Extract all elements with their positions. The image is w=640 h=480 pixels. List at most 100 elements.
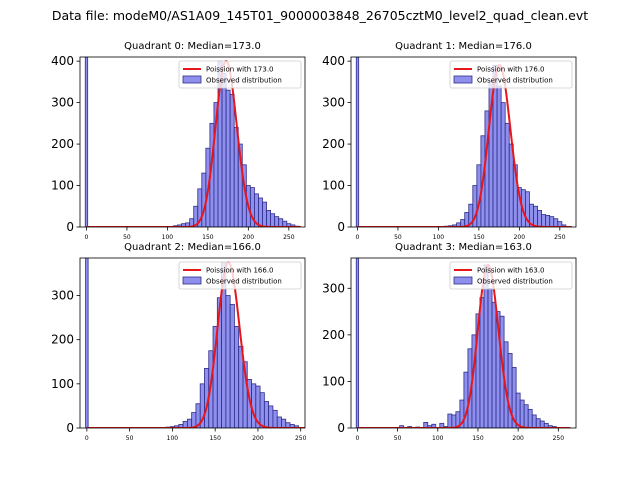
legend-label-poisson: Poission with 163.0	[477, 267, 545, 275]
y-tick-label: 100	[51, 377, 74, 391]
quadrant-1-panel: 0 50 100 150 200 250 0 100 200 300 400 Quadrant 1: …	[322, 41, 577, 241]
legend-patch-swatch	[182, 75, 202, 84]
histogram-bar	[539, 420, 545, 428]
histogram-bar	[191, 412, 197, 428]
quadrant-2-panel: 0 50 100 150 200 250 0 100 200 300 Quadrant 2: Med…	[51, 242, 307, 442]
axes-frame	[79, 257, 306, 429]
panel-title: Quadrant 2: Median=166.0	[124, 242, 261, 253]
legend-patch-swatch	[453, 75, 473, 84]
histogram-bar	[201, 172, 207, 227]
x-tick-label: 150	[202, 234, 214, 241]
histogram-bar	[519, 399, 525, 428]
histogram-bar	[229, 303, 235, 428]
histogram-bar	[487, 287, 493, 428]
legend-box	[178, 60, 302, 89]
quadrant-3-panel: 0 50 100 150 200 250 0 100 200 300 Quadrant 3: Med…	[322, 242, 577, 442]
x-tick-label: 0	[85, 234, 89, 241]
y-tick-label: 400	[51, 54, 74, 68]
legend-label-observed: Observed distribution	[477, 278, 553, 286]
x-tick-label: 0	[85, 435, 89, 442]
histogram-bar	[523, 404, 529, 428]
y-tick-label: 200	[51, 137, 74, 151]
x-tick-label: 250	[295, 435, 307, 442]
x-tick-label: 150	[209, 435, 221, 442]
y-tick-label: 200	[322, 328, 345, 342]
histogram-bar	[535, 418, 541, 428]
histogram-bar	[355, 57, 360, 227]
legend-label-observed: Observed distribution	[477, 77, 553, 85]
y-tick-label: 300	[51, 289, 74, 303]
y-tick-label: 0	[337, 220, 345, 234]
histogram-bar	[549, 216, 555, 227]
y-tick-label: 200	[322, 137, 345, 151]
y-tick-label: 0	[337, 421, 345, 435]
x-tick-label: 250	[554, 234, 566, 241]
histogram-bar	[500, 102, 506, 227]
histogram-bar	[531, 414, 537, 428]
x-tick-label: 250	[553, 435, 565, 442]
histogram-bar	[234, 326, 240, 428]
x-tick-label: 200	[252, 435, 264, 442]
histogram-bar	[221, 73, 227, 227]
y-tick-label: 300	[322, 281, 345, 295]
axes-frame	[79, 56, 306, 228]
y-tick-label: 100	[322, 374, 345, 388]
histogram-bar	[451, 414, 457, 428]
histogram-bar	[268, 405, 274, 428]
y-tick-label: 100	[322, 179, 345, 193]
histogram-bar	[496, 85, 502, 227]
panel-title: Quadrant 3: Median=163.0	[395, 242, 532, 253]
quadrant-0-panel: 0 50 100 150 200 250 0 100 200 300 400 Quadrant 0: …	[51, 41, 306, 241]
histogram-bar	[251, 383, 257, 428]
histogram-bar	[491, 301, 497, 428]
histogram-bar	[483, 264, 489, 428]
x-tick-label: 50	[126, 435, 134, 442]
histogram-bar	[527, 408, 533, 428]
histogram-bar	[270, 213, 276, 227]
x-tick-label: 150	[472, 435, 484, 442]
histogram-bar	[84, 57, 89, 227]
histogram-bar	[439, 422, 445, 428]
x-tick-label: 0	[356, 234, 360, 241]
histogram-bar	[545, 214, 551, 227]
x-tick-label: 100	[432, 435, 444, 442]
x-tick-label: 200	[514, 234, 526, 241]
panel-title: Quadrant 0: Median=173.0	[124, 41, 261, 52]
x-tick-label: 100	[162, 234, 174, 241]
histogram-bar	[504, 122, 510, 227]
legend-label-poisson: Poission with 166.0	[206, 267, 274, 275]
histogram-bar	[262, 201, 267, 227]
legend-label-poisson: Poission with 173.0	[206, 66, 274, 74]
legend-patch-swatch	[182, 276, 202, 285]
histogram-bar	[431, 423, 437, 428]
plot-area	[355, 258, 571, 428]
histogram-bar	[266, 210, 272, 227]
histogram-bar	[399, 425, 405, 428]
histogram-bar	[229, 93, 235, 227]
histogram-bar	[272, 409, 278, 428]
histogram-bar	[479, 297, 485, 428]
y-tick-label: 300	[322, 96, 345, 110]
legend-box	[449, 60, 573, 89]
x-tick-label: 250	[283, 234, 295, 241]
legend-box	[178, 261, 302, 290]
histogram-bar	[553, 218, 559, 227]
x-tick-label: 100	[167, 435, 179, 442]
histogram-bar	[541, 214, 547, 227]
legend-label-observed: Observed distribution	[206, 278, 282, 286]
legend-patch-swatch	[453, 276, 473, 285]
axes-frame	[350, 56, 577, 228]
histogram-bar	[537, 210, 543, 227]
figure-title: Data file: modeM0/AS1A09_145T01_90000038…	[51, 8, 589, 23]
histogram-bar	[276, 416, 282, 428]
y-tick-label: 300	[51, 96, 74, 110]
histogram-bar	[263, 401, 270, 428]
y-tick-label: 0	[66, 220, 74, 234]
histogram-bar	[186, 418, 193, 428]
y-tick-label: 400	[322, 54, 345, 68]
x-tick-label: 200	[243, 234, 255, 241]
legend-label-poisson: Poission with 176.0	[477, 66, 545, 74]
histogram-bar	[259, 392, 265, 428]
y-tick-label: 200	[51, 333, 74, 347]
